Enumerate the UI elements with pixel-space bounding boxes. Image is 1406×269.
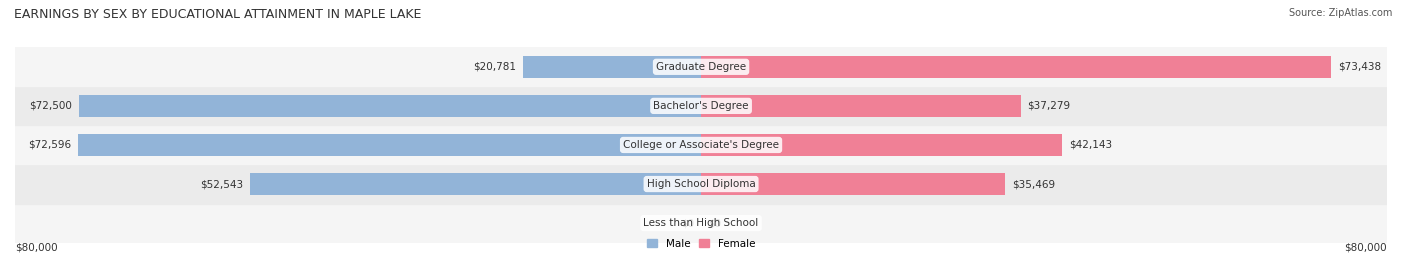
Bar — [250, 173, 702, 195]
Bar — [523, 56, 702, 77]
Text: $72,500: $72,500 — [30, 101, 73, 111]
Bar — [15, 165, 1388, 204]
Text: $35,469: $35,469 — [1012, 179, 1056, 189]
Bar — [79, 95, 702, 117]
Text: Source: ZipAtlas.com: Source: ZipAtlas.com — [1288, 8, 1392, 18]
Text: Less than High School: Less than High School — [644, 218, 759, 228]
Text: EARNINGS BY SEX BY EDUCATIONAL ATTAINMENT IN MAPLE LAKE: EARNINGS BY SEX BY EDUCATIONAL ATTAINMEN… — [14, 8, 422, 21]
Bar — [702, 95, 1021, 117]
Text: $20,781: $20,781 — [472, 62, 516, 72]
Bar — [15, 86, 1388, 125]
Bar — [15, 47, 1388, 86]
Bar — [15, 125, 1388, 165]
Text: Bachelor's Degree: Bachelor's Degree — [654, 101, 749, 111]
Bar — [702, 134, 1063, 156]
Text: $80,000: $80,000 — [15, 243, 58, 253]
Text: College or Associate's Degree: College or Associate's Degree — [623, 140, 779, 150]
Text: Graduate Degree: Graduate Degree — [657, 62, 747, 72]
Text: $80,000: $80,000 — [1344, 243, 1388, 253]
Text: $37,279: $37,279 — [1028, 101, 1071, 111]
Legend: Male, Female: Male, Female — [643, 235, 759, 253]
Bar — [702, 56, 1331, 77]
Text: $73,438: $73,438 — [1337, 62, 1381, 72]
Bar — [79, 134, 702, 156]
Text: $0: $0 — [707, 218, 721, 228]
Text: $52,543: $52,543 — [201, 179, 243, 189]
Bar — [702, 173, 1005, 195]
Bar — [15, 204, 1388, 243]
Text: High School Diploma: High School Diploma — [647, 179, 755, 189]
Text: $0: $0 — [681, 218, 695, 228]
Text: $72,596: $72,596 — [28, 140, 72, 150]
Text: $42,143: $42,143 — [1070, 140, 1112, 150]
